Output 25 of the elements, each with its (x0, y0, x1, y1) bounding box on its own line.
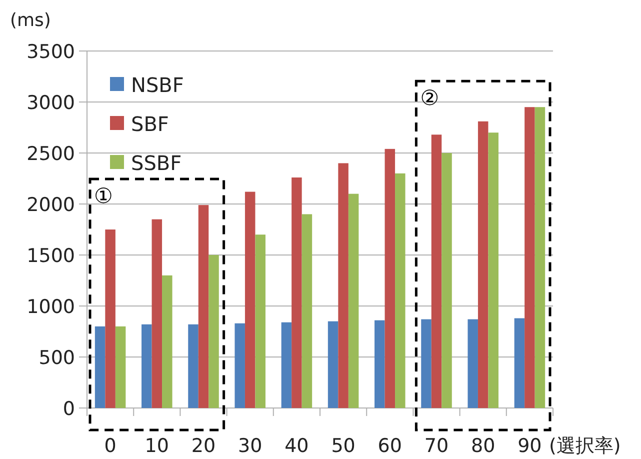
x-tick-label: 50 (331, 435, 356, 457)
x-tick-label: 70 (424, 435, 449, 457)
annotation: ② (420, 86, 440, 110)
y-tick-label: 1000 (26, 296, 75, 318)
y-axis-title: (ms) (10, 10, 51, 31)
x-tick-label: 90 (518, 435, 542, 457)
annotation: ① (94, 184, 113, 208)
legend-label: SSBF (131, 151, 182, 175)
legend-label: SBF (131, 112, 169, 136)
y-tick-label: 1500 (26, 245, 75, 267)
y-tick-label: 2000 (26, 194, 75, 216)
y-tick-label: 0 (62, 398, 75, 420)
y-tick-label: 2500 (26, 143, 75, 165)
x-tick-label: 60 (378, 435, 402, 457)
legend-label: NSBF (131, 73, 184, 97)
y-tick-label: 500 (38, 347, 75, 369)
x-axis-title: (選択率) (549, 435, 621, 457)
x-tick-label: 20 (191, 435, 216, 457)
y-tick-label: 3500 (26, 41, 75, 63)
x-tick-label: 30 (238, 435, 262, 457)
y-tick-label: 3000 (26, 92, 75, 114)
x-tick-label: 10 (144, 435, 169, 457)
x-tick-label: 80 (471, 435, 496, 457)
x-tick-label: 40 (284, 435, 309, 457)
x-tick-label: 0 (104, 435, 116, 457)
